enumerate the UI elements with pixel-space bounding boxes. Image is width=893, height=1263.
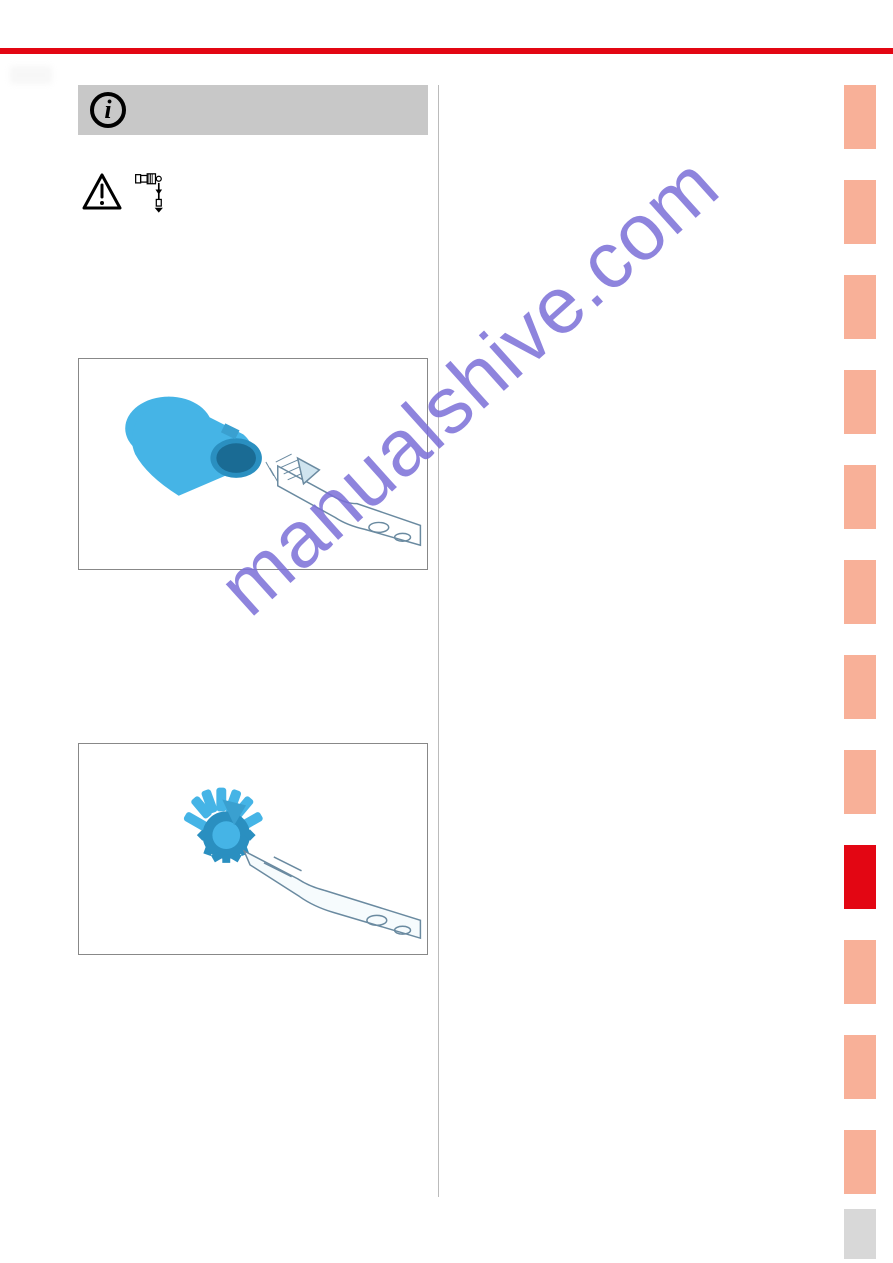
side-tab[interactable] <box>844 1035 876 1099</box>
side-tab[interactable] <box>844 370 876 434</box>
warning-triangle-icon <box>82 173 122 216</box>
side-tab[interactable] <box>844 275 876 339</box>
tool-body <box>266 454 421 545</box>
warning-row <box>82 170 172 219</box>
page-number-box <box>844 1209 876 1259</box>
tool-shaft <box>244 851 420 938</box>
top-accent-bar <box>0 48 893 54</box>
column-divider <box>438 85 439 1197</box>
tool-pointdown-icon <box>134 170 172 219</box>
side-tab[interactable] <box>844 750 876 814</box>
info-icon: i <box>90 92 126 128</box>
side-tab[interactable] <box>844 465 876 529</box>
blue-brush <box>183 788 264 863</box>
side-tab[interactable] <box>844 560 876 624</box>
figure-2 <box>78 743 428 955</box>
corner-mark <box>10 66 52 84</box>
side-tab[interactable] <box>844 85 876 149</box>
figure-1 <box>78 358 428 570</box>
side-tab[interactable] <box>844 180 876 244</box>
side-tab[interactable] <box>844 940 876 1004</box>
info-glyph: i <box>104 95 111 125</box>
blue-cap <box>125 397 262 496</box>
info-banner: i <box>78 85 428 135</box>
side-tab-active[interactable] <box>844 845 876 909</box>
language-tabs <box>844 85 876 1194</box>
side-tab[interactable] <box>844 655 876 719</box>
side-tab[interactable] <box>844 1130 876 1194</box>
